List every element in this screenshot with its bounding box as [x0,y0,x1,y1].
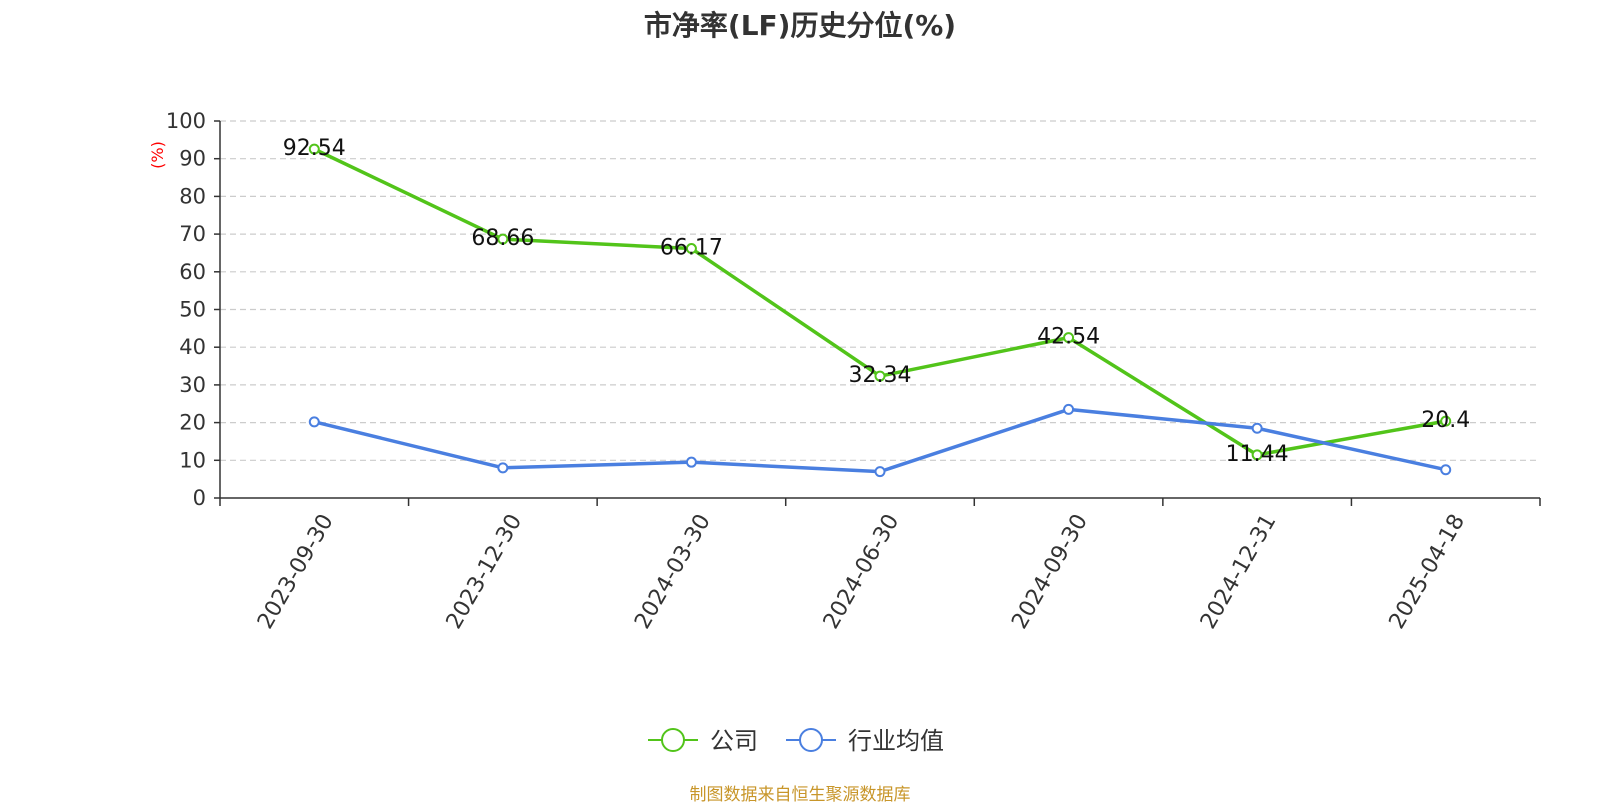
y-tick-label: 30 [179,373,206,397]
data-label: 68.66 [471,226,534,251]
x-tick-label: 2025-04-18 [1384,510,1470,633]
data-labels: 92.54 68.66 66.17 32.34 42.54 11.44 20.4 [283,136,1470,467]
y-tick-label: 90 [179,147,206,171]
y-tick-label: 70 [179,222,206,246]
y-tick-label: 0 [193,486,206,510]
data-point [1063,403,1075,415]
chart-title: 市净率(LF)历史分位(%) [643,9,957,42]
data-label: 32.34 [849,363,912,388]
x-tick-label: 2024-03-30 [630,510,716,633]
legend-item-1: 行业均值 [786,727,944,755]
data-point [1251,449,1263,461]
legend-label: 行业均值 [848,727,944,755]
data-point [308,143,320,155]
series-lines [308,143,1452,478]
data-point [497,233,509,245]
data-point [1251,422,1263,434]
data-label: 92.54 [283,136,346,161]
y-axis-unit-label: (%) [148,141,167,169]
y-tick-label: 60 [179,260,206,284]
data-point [685,243,697,255]
legend-item-0: 公司 [648,727,758,755]
data-point [685,456,697,468]
y-tick-label: 10 [179,448,206,472]
data-point [874,370,886,382]
data-label: 11.44 [1226,442,1289,467]
x-tick-label: 2023-09-30 [253,510,339,633]
legend: 公司 行业均值 [648,727,944,755]
data-point [874,466,886,478]
x-tick-label: 2024-12-31 [1196,510,1282,633]
legend-label: 公司 [710,727,758,755]
x-tick-label: 2024-06-30 [819,510,905,633]
data-point [1440,415,1452,427]
y-tick-label: 50 [179,298,206,322]
data-point [497,462,509,474]
data-point [1440,464,1452,476]
legend-marker [661,728,685,752]
x-tick-label: 2024-09-30 [1007,510,1093,633]
data-label: 20.4 [1421,408,1470,433]
x-tick-label: 2023-12-30 [442,510,528,633]
source-note: 制图数据来自恒生聚源数据库 [689,785,911,805]
data-point [1063,332,1075,344]
data-label: 66.17 [660,236,723,261]
y-tick-label: 80 [179,184,206,208]
data-point [308,416,320,428]
legend-marker [799,728,823,752]
series-line-0 [313,147,1447,457]
y-tick-label: 100 [166,109,206,133]
grid-lines [220,120,1540,461]
data-label: 42.54 [1037,325,1100,350]
y-tick-label: 40 [179,335,206,359]
y-tick-label: 20 [179,411,206,435]
